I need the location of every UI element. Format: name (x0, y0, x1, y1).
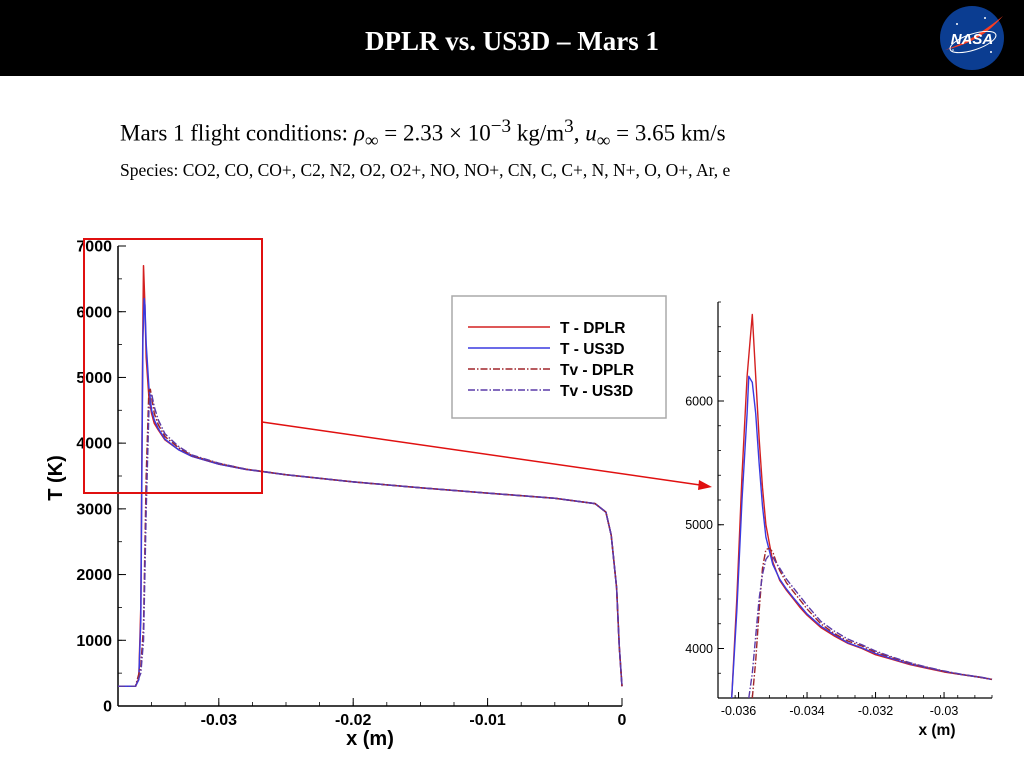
main-y-tick-label: 2000 (76, 567, 112, 584)
inset-series-2 (751, 547, 993, 699)
logo-text: NASA (951, 31, 994, 48)
legend-label: Tv - US3D (560, 383, 633, 400)
main-y-tick-label: 7000 (76, 239, 112, 256)
legend-label: Tv - DPLR (560, 362, 634, 379)
chart-legend (451, 295, 667, 419)
main-y-tick-label: 3000 (76, 501, 112, 518)
title-bar (0, 0, 1024, 76)
inset-y-tick-label: 5000 (685, 518, 713, 532)
inset-x-tick-label: -0.034 (789, 704, 824, 718)
inset-x-axis-label: x (m) (918, 722, 955, 739)
flight-conditions: Mars 1 flight conditions: ρ∞ = 2.33 × 10… (120, 116, 726, 152)
inset-y-tick-label: 4000 (685, 642, 713, 656)
legend-label: T - US3D (560, 341, 625, 358)
inset-y-tick-label: 6000 (685, 394, 713, 408)
inset-x-tick-label: -0.036 (721, 704, 756, 718)
main-y-tick-label: 6000 (76, 304, 112, 321)
inset-series-3 (748, 553, 993, 699)
main-y-tick-label: 5000 (76, 370, 112, 387)
zoom-arrow-line (261, 421, 701, 486)
main-x-tick-label: -0.03 (201, 712, 238, 729)
main-y-tick-label: 1000 (76, 633, 112, 650)
species-list: Species: CO2, CO, CO+, C2, N2, O2, O2+, … (120, 160, 731, 180)
slide-title: DPLR vs. US3D – Mars 1 (365, 26, 659, 56)
zoom-highlight-box (83, 238, 263, 494)
inset-x-tick-label: -0.032 (858, 704, 893, 718)
main-x-tick-label: -0.02 (335, 712, 372, 729)
main-x-tick-label: 0 (618, 712, 627, 729)
inset-series-1 (731, 375, 993, 699)
main-series-2 (118, 388, 623, 688)
zoom-arrow-head (698, 480, 712, 490)
main-x-axis-label: x (m) (346, 728, 394, 750)
inset-series-0 (731, 313, 993, 699)
main-y-tick-label: 4000 (76, 436, 112, 453)
main-x-tick-label: -0.01 (469, 712, 506, 729)
inset-x-tick-label: -0.03 (930, 704, 959, 718)
main-y-tick-label: 0 (103, 699, 112, 716)
nasa-logo: NASA (940, 6, 1004, 70)
main-y-axis-label: T (K) (45, 455, 67, 501)
legend-label: T - DPLR (560, 320, 625, 337)
